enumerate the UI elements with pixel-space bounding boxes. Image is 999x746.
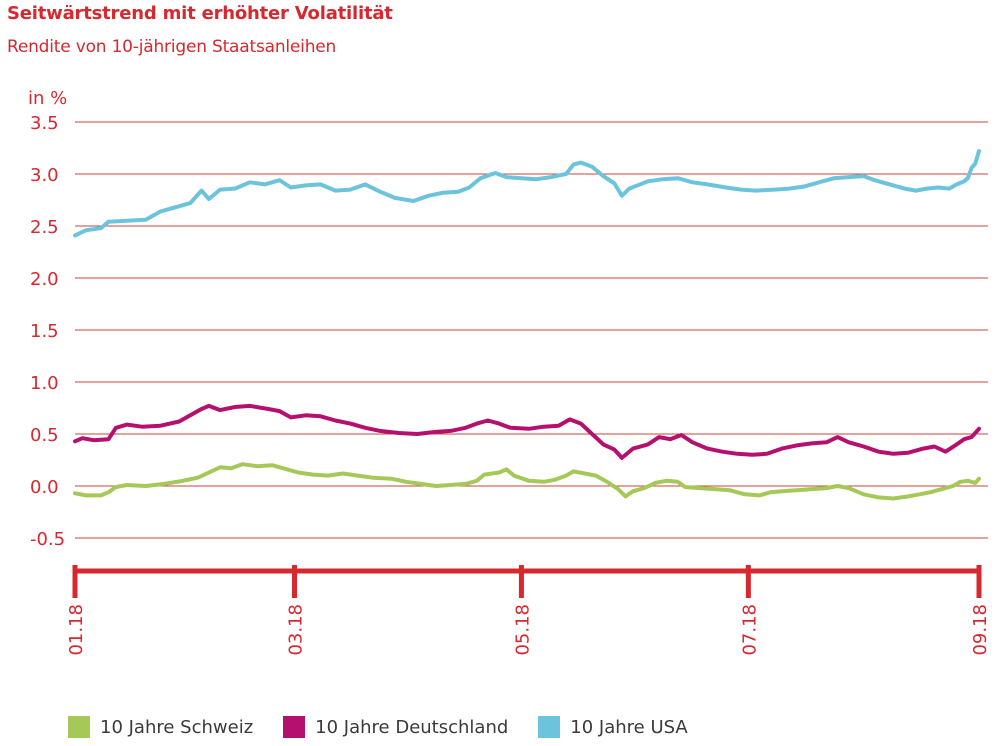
y-tick-label: 2.0 — [30, 269, 59, 290]
y-tick-label: 1.0 — [30, 373, 59, 394]
y-axis-label: in % — [28, 88, 67, 109]
legend-item-usa: 10 Jahre USA — [538, 716, 688, 738]
y-tick-label: -0.5 — [30, 529, 65, 550]
gridlines — [75, 121, 988, 539]
legend-label-usa: 10 Jahre USA — [570, 716, 688, 738]
series-lines — [73, 149, 981, 501]
y-tick-label: 2.5 — [30, 217, 59, 238]
legend-swatch-usa — [538, 716, 561, 738]
x-tick-label: 05.18 — [512, 604, 533, 656]
y-axis-ticks: 3.5 3.0 2.5 2.0 1.5 1.0 0.5 0.0 -0.5 — [30, 113, 65, 550]
y-tick-label: 0.5 — [30, 425, 59, 446]
legend-swatch-schweiz — [68, 716, 90, 738]
y-tick-label: 3.5 — [30, 113, 59, 134]
legend-item-schweiz: 10 Jahre Schweiz — [68, 716, 253, 738]
legend-swatch-deutschland — [283, 716, 306, 738]
line-chart: 3.53.02.52.01.51.00.50.0-0.5 in % 01.18 0… — [28, 88, 991, 656]
legend-label-schweiz: 10 Jahre Schweiz — [100, 716, 254, 738]
legend-label-deutschland: 10 Jahre Deutschland — [315, 716, 509, 738]
y-tick-label: 1.5 — [30, 321, 59, 342]
x-tick-label: 09.18 — [970, 604, 991, 656]
legend-item-deutschland: 10 Jahre Deutschland — [283, 716, 508, 738]
y-tick-label: 0.0 — [30, 477, 59, 498]
series-line-deutschland — [73, 403, 981, 460]
legend: 10 Jahre Schweiz 10 Jahre Deutschland 10… — [68, 716, 718, 738]
y-tick-label: 3.0 — [30, 165, 59, 186]
x-tick-label: 03.18 — [285, 604, 306, 656]
chart-title: Seitwärtstrend mit erhöhter Volatilität — [7, 3, 393, 24]
series-line-usa — [73, 149, 981, 238]
x-tick-label: 01.18 — [66, 604, 87, 656]
series-line-schweiz — [73, 462, 981, 501]
x-tick-label: 07.18 — [739, 604, 760, 656]
x-axis: 01.18 03.18 05.18 07.18 09.18 — [66, 565, 991, 656]
chart-subtitle: Rendite von 10-jährigen Staatsanleihen — [7, 37, 337, 57]
